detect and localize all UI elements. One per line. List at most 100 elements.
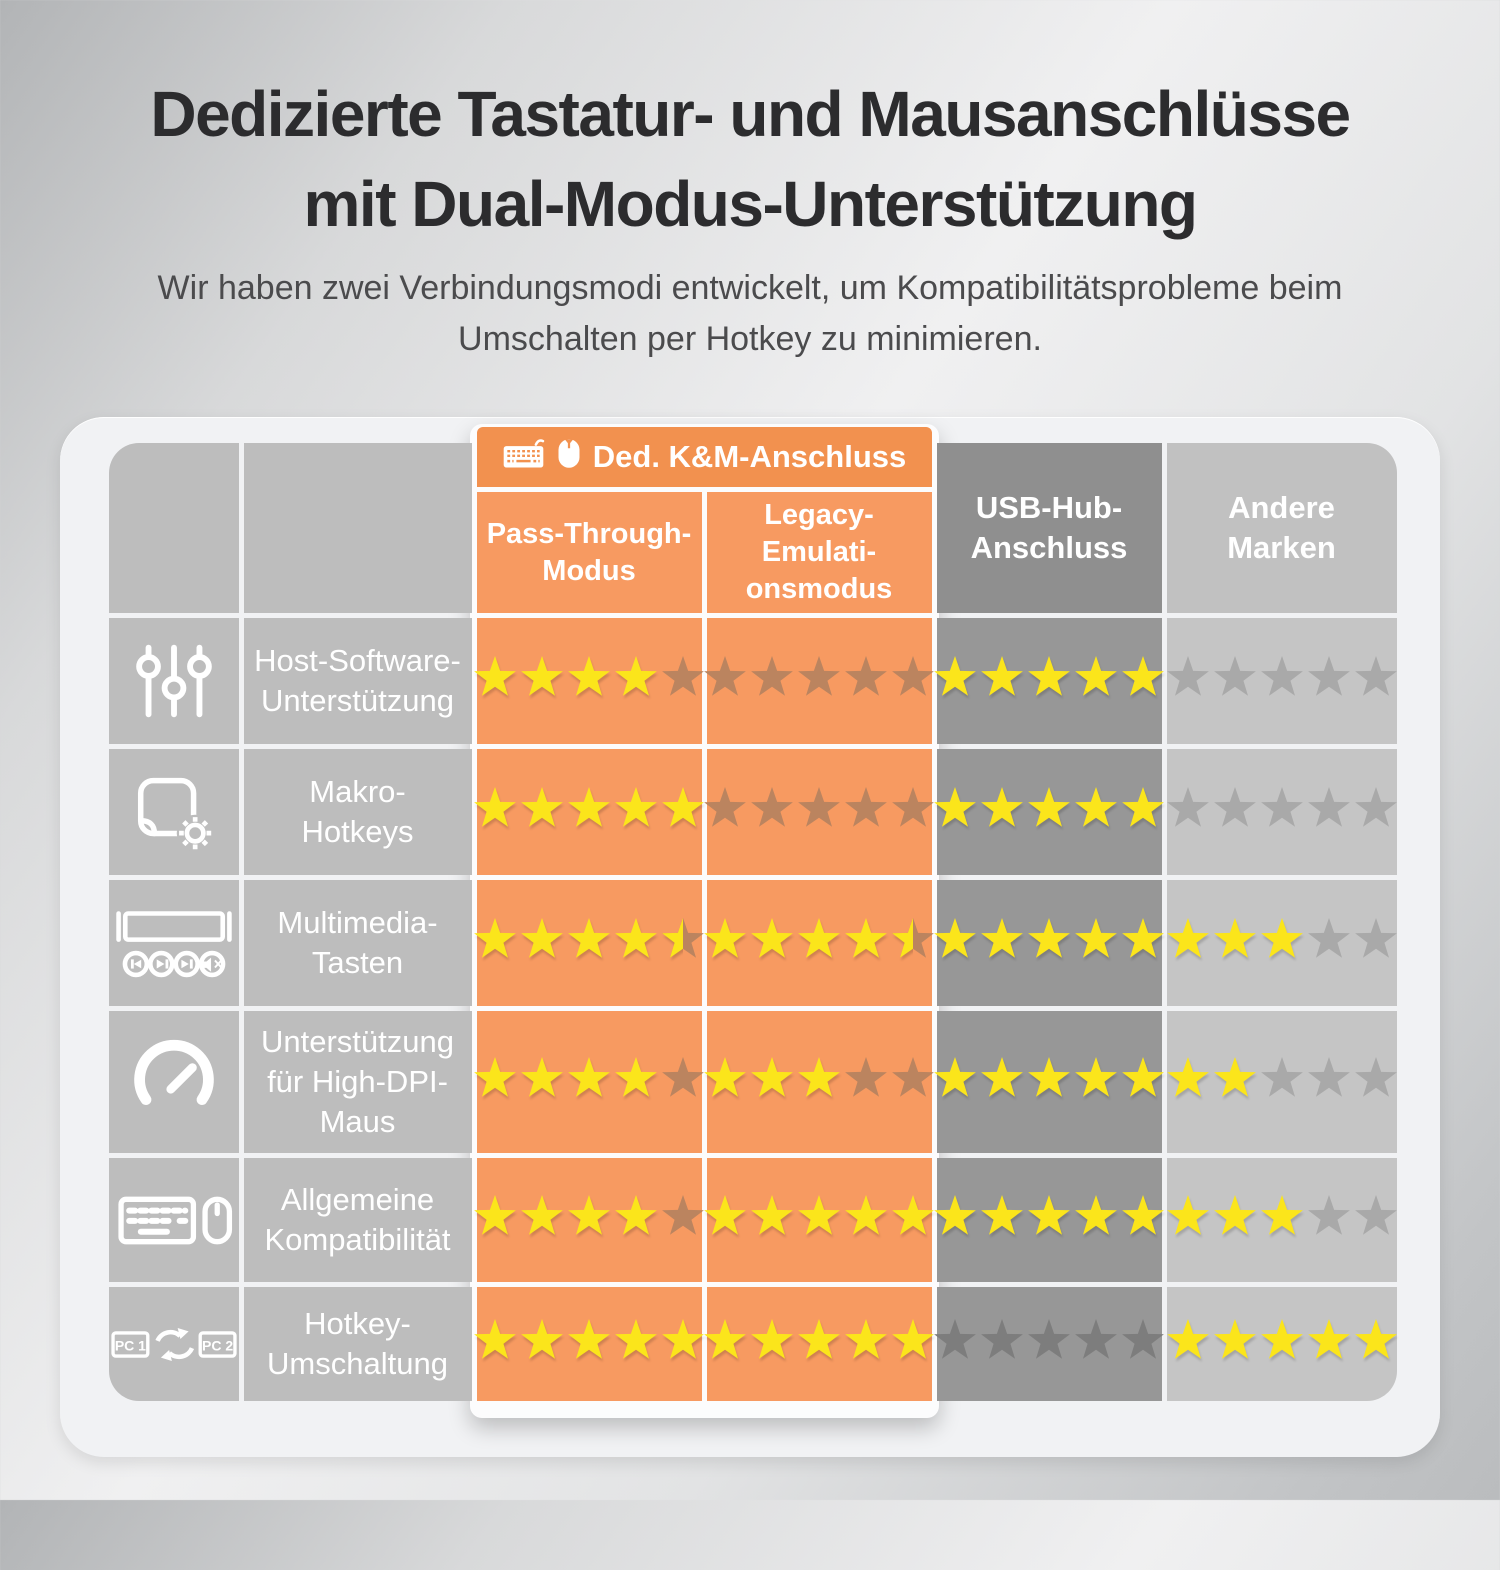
star-empty-icon <box>1307 656 1351 700</box>
star-empty-icon <box>844 1057 888 1101</box>
sliders-icon <box>108 618 239 745</box>
star-rating <box>473 918 705 962</box>
star-full-icon <box>797 1195 841 1239</box>
rating-cell <box>474 880 704 1007</box>
star-full-icon <box>473 1195 517 1239</box>
rating-cell <box>1166 1011 1398 1154</box>
star-full-icon <box>750 1057 794 1101</box>
star-rating <box>703 787 935 831</box>
rating-cell <box>704 1287 935 1402</box>
column-header-andere-marken: Andere Marken <box>1166 443 1397 614</box>
star-full-icon <box>933 1057 977 1101</box>
star-full-icon <box>933 1195 977 1239</box>
star-empty-icon <box>844 787 888 831</box>
star-full-icon <box>891 1195 935 1239</box>
rating-cell <box>704 1011 934 1154</box>
star-rating <box>933 656 1165 700</box>
star-full-icon <box>1121 1057 1165 1101</box>
star-full-icon <box>1074 656 1118 700</box>
star-full-icon <box>614 787 658 831</box>
star-rating <box>1166 656 1398 700</box>
star-full-icon <box>1213 1319 1257 1363</box>
star-full-icon <box>980 1195 1024 1239</box>
star-rating <box>1166 1195 1398 1239</box>
star-full-icon <box>1074 918 1118 962</box>
star-rating <box>1166 918 1398 962</box>
star-full-icon <box>891 1319 935 1363</box>
rating-cell <box>934 1287 1164 1402</box>
star-full-icon <box>567 1319 611 1363</box>
page-title: Dedizierte Tastatur- und Mausanschlüsse … <box>150 78 1351 240</box>
column-header-legacy: Legacy- Emulati- onsmodus <box>706 492 932 614</box>
star-rating <box>933 1319 1165 1363</box>
star-full-icon <box>1027 656 1071 700</box>
star-full-icon <box>1213 1195 1257 1239</box>
keyboard-icon <box>502 437 545 478</box>
star-full-icon <box>980 656 1024 700</box>
star-full-icon <box>520 656 564 700</box>
star-rating <box>703 1057 935 1101</box>
star-rating <box>703 1195 935 1239</box>
rating-cell <box>704 749 934 876</box>
rating-cell <box>934 1011 1165 1154</box>
star-empty-icon <box>1354 1057 1398 1101</box>
rating-cell <box>474 1287 705 1402</box>
star-empty-icon <box>750 787 794 831</box>
star-full-icon <box>614 1319 658 1363</box>
star-full-icon <box>1213 1057 1257 1101</box>
star-empty-icon <box>703 656 747 700</box>
star-rating <box>1166 1319 1398 1363</box>
star-empty-icon <box>661 656 705 700</box>
star-rating <box>703 918 935 962</box>
star-rating <box>1166 1057 1398 1101</box>
star-full-icon <box>980 787 1024 831</box>
star-full-icon <box>1074 787 1118 831</box>
star-empty-icon <box>1354 1195 1398 1239</box>
star-full-icon <box>661 1319 705 1363</box>
page-subtitle: Wir haben zwei Verbindungsmodi entwickel… <box>157 269 1343 359</box>
star-full-icon <box>567 918 611 962</box>
star-empty-icon <box>1166 656 1210 700</box>
star-full-icon <box>567 1057 611 1101</box>
star-empty-icon <box>797 656 841 700</box>
rating-cell <box>704 880 934 1007</box>
star-full-icon <box>567 656 611 700</box>
star-full-icon <box>1166 1319 1210 1363</box>
star-empty-icon <box>1260 1057 1304 1101</box>
star-empty-icon <box>1354 918 1398 962</box>
star-full-icon <box>1166 1057 1210 1101</box>
star-full-icon <box>703 1057 747 1101</box>
row-label: Allgemeine Kompatibilität <box>243 1158 472 1283</box>
star-empty-icon <box>1354 787 1398 831</box>
star-empty-icon <box>980 1319 1024 1363</box>
star-full-icon <box>473 1319 517 1363</box>
rating-cell <box>474 618 705 745</box>
rating-cell <box>1166 749 1398 876</box>
rating-cell <box>704 1158 934 1283</box>
star-empty-icon <box>703 787 747 831</box>
macro-icon <box>108 749 239 876</box>
star-empty-icon <box>1307 1195 1351 1239</box>
star-empty-icon <box>1121 1319 1165 1363</box>
star-full-icon <box>1260 1319 1304 1363</box>
comparison-table: Ded. K&M-Anschluss Pass-Through- Modus L… <box>108 424 1397 1419</box>
rating-cell <box>934 880 1165 1007</box>
row-label: Unterstützung für High-DPI- Maus <box>243 1011 472 1154</box>
star-full-icon <box>933 787 977 831</box>
star-full-icon <box>473 1057 517 1101</box>
star-empty-icon <box>1307 1057 1351 1101</box>
star-rating <box>703 656 935 700</box>
rating-cell <box>934 618 1164 745</box>
star-rating <box>933 787 1165 831</box>
star-full-icon <box>980 918 1024 962</box>
star-rating <box>473 1057 705 1101</box>
rating-cell <box>704 618 934 745</box>
star-full-icon <box>1074 1057 1118 1101</box>
rating-cell <box>474 1158 704 1283</box>
star-full-icon <box>520 1319 564 1363</box>
star-full-icon <box>703 1195 747 1239</box>
star-empty-icon <box>1354 656 1398 700</box>
pc-switch-icon: PC 1 PC 2 <box>108 1287 239 1402</box>
star-full-icon <box>980 1057 1024 1101</box>
star-full-icon <box>1121 918 1165 962</box>
